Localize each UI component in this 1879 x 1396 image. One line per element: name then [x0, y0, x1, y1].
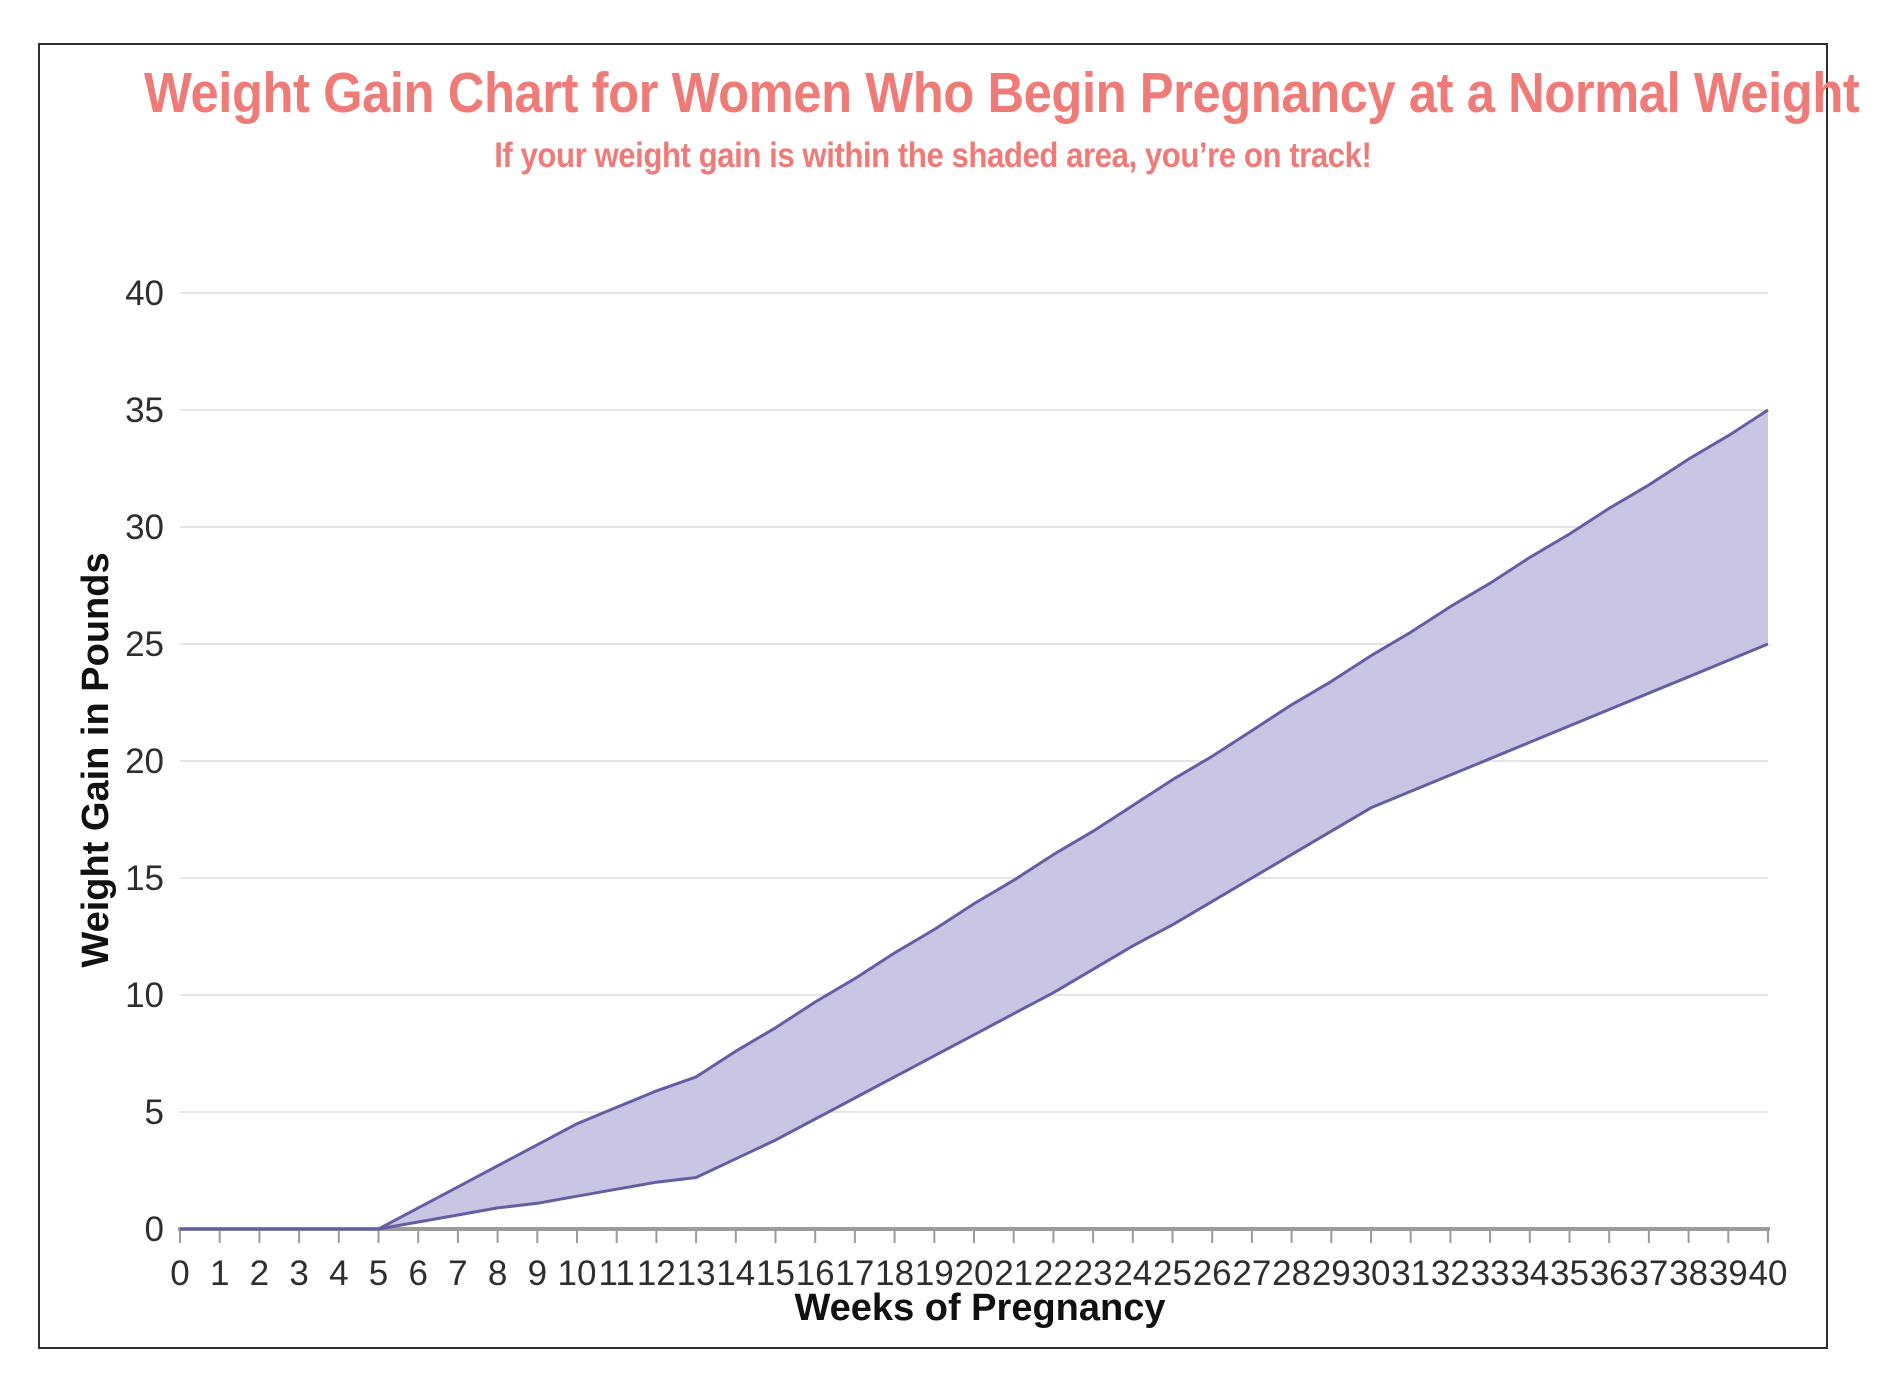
x-tick-label-8: 8	[488, 1254, 507, 1293]
y-tick-label-15: 15	[125, 859, 164, 898]
x-tick-label-22: 22	[1034, 1254, 1073, 1293]
x-tick-label-29: 29	[1312, 1254, 1351, 1293]
y-tick-label-40: 40	[125, 274, 164, 313]
axis-layer	[178, 1227, 1770, 1243]
x-tick-label-32: 32	[1431, 1254, 1470, 1293]
upper-bound-line	[180, 408, 1769, 1231]
x-tick-label-27: 27	[1232, 1254, 1271, 1293]
x-tick-label-16: 16	[796, 1254, 835, 1293]
x-tick-label-0: 0	[170, 1254, 189, 1293]
y-axis-title: Weight Gain in Pounds	[75, 552, 117, 967]
x-tick-label-20: 20	[955, 1254, 994, 1293]
x-tick-label-9: 9	[528, 1254, 547, 1293]
x-tick-label-38: 38	[1669, 1254, 1708, 1293]
x-tick-label-33: 33	[1471, 1254, 1510, 1293]
x-tick-label-1: 1	[210, 1254, 229, 1293]
chart-title-text: Weight Gain Chart for Women Who Begin Pr…	[144, 61, 1860, 125]
x-tick-label-23: 23	[1074, 1254, 1113, 1293]
x-tick-label-7: 7	[448, 1254, 467, 1293]
x-tick-label-19: 19	[915, 1254, 954, 1293]
x-tick-label-36: 36	[1590, 1254, 1629, 1293]
x-tick-label-31: 31	[1391, 1254, 1430, 1293]
chart-title: Weight Gain Chart for Women Who Begin Pr…	[38, 60, 1860, 126]
x-tick-label-39: 39	[1709, 1254, 1748, 1293]
x-tick-label-30: 30	[1352, 1254, 1391, 1293]
x-tick-label-24: 24	[1113, 1254, 1152, 1293]
x-tick-label-35: 35	[1550, 1254, 1589, 1293]
y-tick-label-20: 20	[125, 742, 164, 781]
lower-bound-line	[180, 642, 1769, 1231]
x-tick-label-5: 5	[369, 1254, 388, 1293]
x-tick-label-28: 28	[1272, 1254, 1311, 1293]
x-tick-label-21: 21	[994, 1254, 1033, 1293]
x-tick-label-40: 40	[1749, 1254, 1788, 1293]
chart-subtitle-text: If your weight gain is within the shaded…	[494, 136, 1372, 175]
x-tick-label-11: 11	[599, 1254, 635, 1293]
x-axis-title: Weeks of Pregnancy	[794, 1287, 1165, 1329]
x-tick-label-37: 37	[1629, 1254, 1668, 1293]
x-tick-label-4: 4	[329, 1254, 348, 1293]
y-tick-label-0: 0	[145, 1210, 164, 1249]
x-tick-label-10: 10	[558, 1254, 597, 1293]
x-tick-label-2: 2	[250, 1254, 269, 1293]
recommended-range-fill	[180, 410, 1768, 1229]
x-tick-label-17: 17	[835, 1254, 874, 1293]
y-tick-label-35: 35	[125, 391, 164, 430]
recommended-range-band	[180, 408, 1769, 1231]
x-tick-label-25: 25	[1153, 1254, 1192, 1293]
chart-subtitle: If your weight gain is within the shaded…	[38, 136, 1828, 176]
x-tick-label-34: 34	[1510, 1254, 1549, 1293]
x-tick-label-14: 14	[716, 1254, 755, 1293]
x-tick-label-26: 26	[1193, 1254, 1232, 1293]
x-tick-label-15: 15	[756, 1254, 795, 1293]
gridlines-layer	[180, 292, 1768, 1113]
y-tick-label-10: 10	[125, 976, 164, 1015]
x-tick-label-3: 3	[289, 1254, 308, 1293]
x-tick-label-18: 18	[875, 1254, 914, 1293]
y-tick-label-30: 30	[125, 508, 164, 547]
y-tick-label-25: 25	[125, 625, 164, 664]
y-tick-label-5: 5	[145, 1093, 164, 1132]
x-tick-label-12: 12	[637, 1254, 676, 1293]
x-tick-label-6: 6	[408, 1254, 427, 1293]
x-tick-label-13: 13	[677, 1254, 716, 1293]
